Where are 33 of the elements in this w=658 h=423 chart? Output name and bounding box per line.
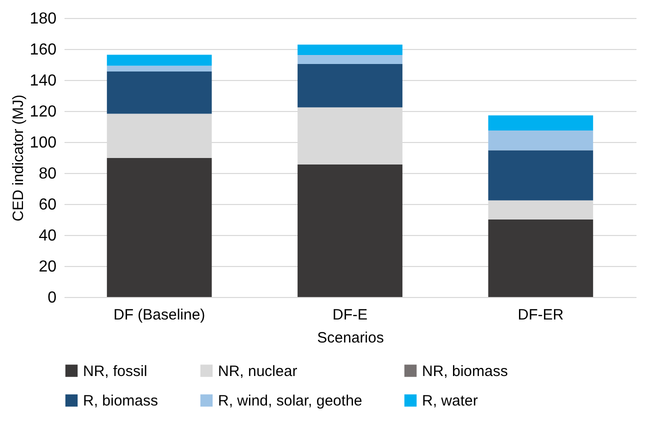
bar bbox=[488, 150, 594, 200]
y-tick-label: 60 bbox=[38, 196, 57, 214]
bar bbox=[488, 130, 594, 150]
bar bbox=[106, 71, 212, 114]
bar bbox=[298, 55, 402, 64]
y-tick-label: 20 bbox=[38, 258, 57, 276]
bar bbox=[106, 66, 212, 72]
x-tick-label: DF-ER bbox=[518, 306, 564, 324]
legend-label: R, water bbox=[422, 392, 478, 410]
bar bbox=[298, 44, 402, 56]
x-axis-title: Scenarios bbox=[317, 330, 384, 346]
legend-label: NR, biomass bbox=[422, 362, 508, 380]
bar bbox=[488, 220, 594, 297]
bar bbox=[106, 158, 212, 297]
bar bbox=[298, 64, 402, 108]
y-tick-label: 180 bbox=[30, 10, 57, 28]
bar bbox=[106, 54, 212, 66]
y-tick-label: 80 bbox=[38, 166, 57, 182]
legend-label: R, wind, solar, geothe bbox=[218, 392, 362, 410]
y-tick-label: 100 bbox=[30, 134, 57, 152]
bar bbox=[298, 164, 402, 297]
y-axis-title: CED indicator (MJ) bbox=[10, 94, 27, 222]
legend-label: NR, fossil bbox=[83, 362, 148, 380]
legend-label: NR, nuclear bbox=[218, 362, 298, 380]
y-tick-label: 140 bbox=[30, 72, 57, 90]
y-tick-label: 40 bbox=[38, 228, 57, 244]
x-tick-label: DF-E bbox=[332, 306, 368, 324]
bar bbox=[488, 115, 594, 131]
y-tick-label: 0 bbox=[48, 290, 57, 306]
y-tick-label: 160 bbox=[30, 42, 57, 58]
x-tick-label: DF (Baseline) bbox=[113, 306, 206, 324]
y-tick-label: 120 bbox=[30, 104, 57, 120]
legend-label: R, biomass bbox=[83, 392, 158, 410]
